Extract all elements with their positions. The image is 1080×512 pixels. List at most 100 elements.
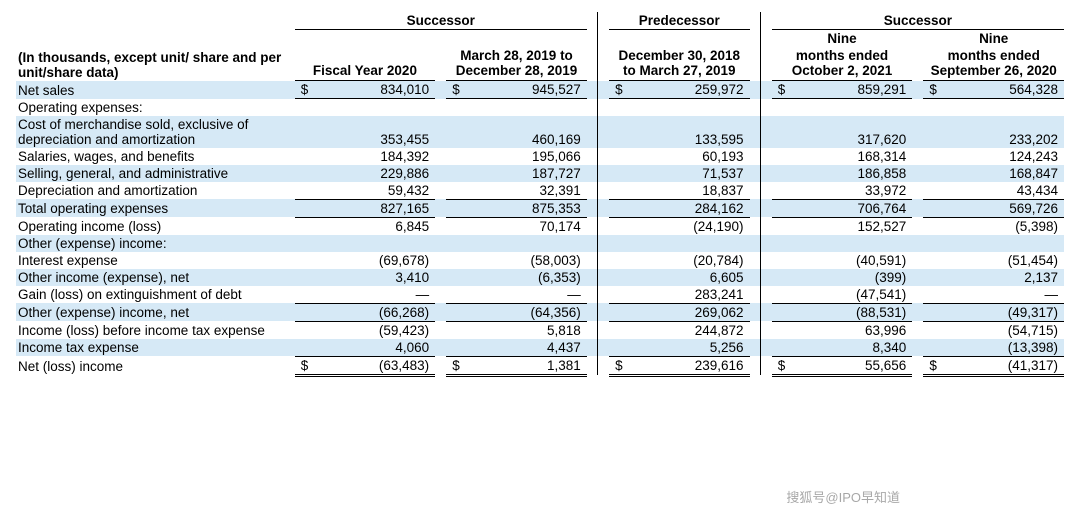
row-label: Income (loss) before income tax expense — [16, 321, 295, 339]
currency-symbol — [609, 339, 627, 357]
cell-value: 4,060 — [313, 339, 436, 357]
cell-value: 259,972 — [627, 81, 750, 99]
watermark: 搜狐号@IPO早知道 — [786, 487, 900, 506]
table-row: Net sales$834,010$945,527$259,972$859,29… — [16, 81, 1064, 99]
table-row: Selling, general, and administrative229,… — [16, 165, 1064, 182]
currency-symbol — [772, 116, 790, 148]
row-label: Income tax expense — [16, 339, 295, 357]
row-label: Salaries, wages, and benefits — [16, 148, 295, 165]
currency-symbol — [772, 217, 790, 235]
cell-value: 168,314 — [790, 148, 913, 165]
cell-value — [464, 99, 587, 116]
row-label: Total operating expenses — [16, 199, 295, 217]
currency-symbol — [772, 199, 790, 217]
currency-symbol — [295, 303, 313, 321]
col4-head: months ended October 2, 2021 — [772, 47, 912, 81]
cell-value — [941, 99, 1064, 116]
cell-value: (47,541) — [790, 286, 913, 304]
currency-symbol — [609, 235, 627, 252]
currency-symbol: $ — [295, 356, 313, 375]
cell-value — [941, 235, 1064, 252]
cell-value: 186,858 — [790, 165, 913, 182]
group-header-row: Successor Predecessor Successor — [16, 12, 1064, 30]
cell-value: 460,169 — [464, 116, 587, 148]
cell-value: (13,398) — [941, 339, 1064, 357]
currency-symbol — [446, 235, 464, 252]
currency-symbol — [772, 252, 790, 269]
cell-value: (88,531) — [790, 303, 913, 321]
currency-symbol — [446, 217, 464, 235]
cell-value — [313, 99, 436, 116]
row-label: Other (expense) income, net — [16, 303, 295, 321]
cell-value: 834,010 — [313, 81, 436, 99]
currency-symbol — [923, 99, 941, 116]
cell-value: 43,434 — [941, 182, 1064, 200]
currency-symbol — [446, 303, 464, 321]
cell-value: 875,353 — [464, 199, 587, 217]
cell-value: (40,591) — [790, 252, 913, 269]
currency-symbol — [295, 286, 313, 304]
cell-value: (6,353) — [464, 269, 587, 286]
cell-value: 569,726 — [941, 199, 1064, 217]
cell-value: 32,391 — [464, 182, 587, 200]
table-row: Interest expense(69,678)(58,003)(20,784)… — [16, 252, 1064, 269]
currency-symbol — [609, 252, 627, 269]
currency-symbol — [295, 269, 313, 286]
cell-value: 564,328 — [941, 81, 1064, 99]
currency-symbol — [446, 99, 464, 116]
table-row: Salaries, wages, and benefits184,392195,… — [16, 148, 1064, 165]
currency-symbol — [295, 182, 313, 200]
currency-symbol: $ — [609, 81, 627, 99]
currency-symbol: $ — [609, 356, 627, 375]
currency-symbol — [772, 165, 790, 182]
cell-value: 8,340 — [790, 339, 913, 357]
cell-value: 269,062 — [627, 303, 750, 321]
subhead-nine-row: Nine Nine — [16, 30, 1064, 48]
table-row: Gain (loss) on extinguishment of debt——2… — [16, 286, 1064, 304]
currency-symbol: $ — [295, 81, 313, 99]
cell-value: (20,784) — [627, 252, 750, 269]
row-label-note: (In thousands, except unit/ share and pe… — [16, 47, 295, 81]
currency-symbol — [772, 269, 790, 286]
cell-value: 945,527 — [464, 81, 587, 99]
row-label: Operating income (loss) — [16, 217, 295, 235]
cell-value: 244,872 — [627, 321, 750, 339]
cell-value: 283,241 — [627, 286, 750, 304]
currency-symbol: $ — [446, 81, 464, 99]
table-row: Operating income (loss)6,84570,174(24,19… — [16, 217, 1064, 235]
cell-value: 5,818 — [464, 321, 587, 339]
cell-value: 239,616 — [627, 356, 750, 375]
cell-value: (49,317) — [941, 303, 1064, 321]
currency-symbol — [609, 303, 627, 321]
cell-value — [313, 235, 436, 252]
currency-symbol — [923, 235, 941, 252]
col5-nine: Nine — [923, 30, 1064, 48]
currency-symbol — [295, 165, 313, 182]
table-row: Other income (expense), net3,410(6,353)6… — [16, 269, 1064, 286]
currency-symbol — [923, 321, 941, 339]
currency-symbol — [923, 339, 941, 357]
currency-symbol — [295, 99, 313, 116]
cell-value: 3,410 — [313, 269, 436, 286]
cell-value: 133,595 — [627, 116, 750, 148]
currency-symbol — [609, 165, 627, 182]
currency-symbol — [295, 116, 313, 148]
row-label: Net sales — [16, 81, 295, 99]
currency-symbol — [923, 269, 941, 286]
currency-symbol — [446, 182, 464, 200]
table-row: Income tax expense4,0604,4375,2568,340(1… — [16, 339, 1064, 357]
cell-value — [790, 99, 913, 116]
currency-symbol — [295, 235, 313, 252]
currency-symbol: $ — [446, 356, 464, 375]
cell-value: (69,678) — [313, 252, 436, 269]
cell-value: 184,392 — [313, 148, 436, 165]
cell-value: — — [313, 286, 436, 304]
column-header-row: (In thousands, except unit/ share and pe… — [16, 47, 1064, 81]
cell-value — [627, 99, 750, 116]
cell-value: 353,455 — [313, 116, 436, 148]
row-label: Depreciation and amortization — [16, 182, 295, 200]
cell-value: 18,837 — [627, 182, 750, 200]
col2-head: March 28, 2019 to December 28, 2019 — [446, 47, 587, 81]
cell-value: (58,003) — [464, 252, 587, 269]
currency-symbol — [923, 182, 941, 200]
